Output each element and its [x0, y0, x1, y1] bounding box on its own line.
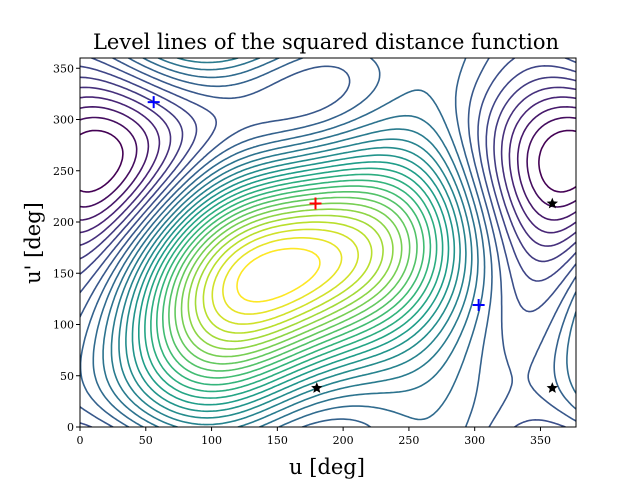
contour-level — [102, 58, 479, 427]
contour-level — [125, 146, 461, 419]
x-axis-label: u [deg] — [289, 455, 365, 479]
contour-level — [187, 208, 394, 350]
plot-area — [80, 58, 576, 427]
contour-level — [110, 58, 473, 427]
chart-title: Level lines of the squared distance func… — [93, 30, 559, 54]
y-tick-label: 250 — [53, 165, 74, 178]
y-axis-label: u' [deg] — [21, 202, 45, 284]
contour-level — [80, 129, 576, 193]
x-tick-label: 100 — [201, 434, 222, 447]
contour-level — [80, 58, 576, 427]
x-tick-label: 200 — [333, 434, 354, 447]
contour-level — [80, 106, 576, 221]
x-tick-label: 350 — [530, 434, 551, 447]
star-marker — [546, 197, 558, 209]
contour-level — [211, 228, 359, 325]
contour-level — [202, 221, 373, 334]
plot-frame — [79, 57, 577, 428]
contour-level — [236, 247, 321, 303]
contour-level — [162, 185, 425, 379]
y-tick-label: 50 — [60, 370, 74, 383]
y-tick-label: 100 — [53, 319, 74, 332]
y-tick-label: 150 — [53, 267, 74, 280]
contour-level — [138, 161, 450, 406]
plus-marker — [472, 299, 485, 312]
contour-level — [80, 58, 576, 427]
contour-level — [180, 202, 403, 358]
contour-level — [150, 173, 438, 393]
x-axis-ticks: 0 50 100 150 200 250 300 350 — [77, 427, 551, 447]
contour-level — [80, 65, 576, 282]
star-marker — [311, 382, 323, 393]
critical-point-markers — [147, 96, 558, 393]
contour-level — [144, 167, 444, 399]
contour-level — [118, 138, 467, 426]
contour-level — [156, 179, 432, 386]
x-tick-label: 0 — [77, 434, 84, 447]
y-tick-label: 200 — [53, 216, 74, 229]
x-tick-label: 300 — [464, 434, 485, 447]
x-tick-label: 250 — [398, 434, 419, 447]
contour-level — [80, 116, 576, 208]
plus-marker — [309, 197, 322, 210]
x-tick-label: 150 — [267, 434, 288, 447]
plus-marker — [147, 96, 160, 109]
contour-level — [222, 237, 343, 315]
y-tick-label: 0 — [67, 421, 74, 434]
contour-lines — [80, 58, 576, 427]
y-tick-label: 350 — [53, 62, 74, 75]
contour-level — [131, 154, 456, 413]
x-tick-label: 50 — [139, 434, 153, 447]
contour-level — [92, 58, 576, 427]
star-marker — [546, 382, 558, 393]
contour-level — [80, 96, 576, 234]
contour-level — [194, 214, 384, 343]
contour-level — [80, 58, 576, 427]
contour-level — [168, 191, 418, 372]
contour-level — [174, 196, 411, 365]
y-axis-ticks: 0 50 100 150 200 250 300 350 — [53, 62, 80, 434]
contour-level — [80, 76, 576, 263]
y-tick-label: 300 — [53, 114, 74, 127]
